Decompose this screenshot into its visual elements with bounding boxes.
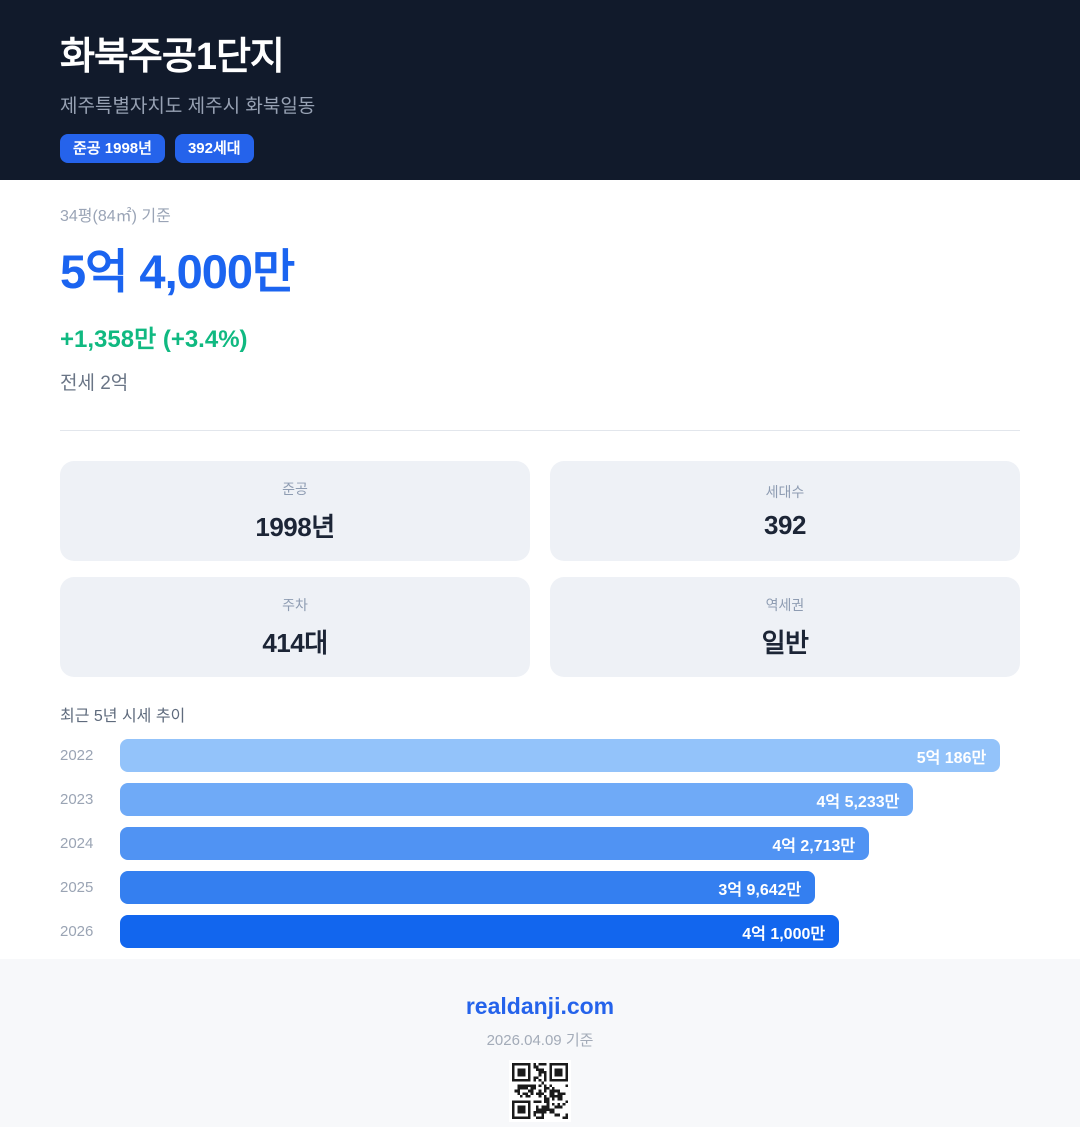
- chart-row: 2022 5억 186만: [60, 739, 1020, 772]
- price-bar: 4억 5,233만: [120, 783, 914, 816]
- stat-card-station-area: 역세권 일반: [550, 577, 1020, 677]
- complex-address: 제주특별자치도 제주시 화북일동: [60, 95, 316, 117]
- year-tick-label: 2025: [60, 879, 94, 896]
- chart-row: 2023 4억 5,233만: [60, 783, 1020, 816]
- price-bar: 3억 9,642만: [120, 871, 816, 904]
- chart-title: 최근 5년 시세 추이: [60, 708, 186, 725]
- badge-completion-year: 준공 1998년: [60, 133, 165, 163]
- badge-unit-count: 392세대: [174, 133, 254, 163]
- bar-value-label: 3억 9,642만: [718, 881, 802, 899]
- site-link[interactable]: realdanji.com: [465, 993, 615, 1019]
- stats-grid: 준공 1998년 세대수 392 주차 414대 역세권 일반: [60, 461, 1020, 677]
- year-tick-label: 2022: [60, 747, 94, 764]
- price-trend-chart: 최근 5년 시세 추이 2022 5억 186만 2023 4억 5,233만 2024…: [60, 702, 1020, 959]
- bar-track: 3억 9,642만: [120, 871, 1020, 904]
- stat-label: 역세권: [765, 596, 805, 613]
- price-bar: 4억 2,713만: [120, 827, 870, 860]
- chart-row: 2024 4억 2,713만: [60, 827, 1020, 860]
- price-bar: 4억 1,000만: [120, 915, 840, 948]
- qr-code-icon: [509, 1060, 571, 1122]
- price-value: 5억 4,000만: [60, 245, 295, 298]
- badge-row: 준공 1998년 392세대: [60, 133, 1020, 163]
- divider: [60, 430, 1020, 431]
- stat-value: 392: [764, 509, 806, 540]
- date-stamp: 2026.04.09 기준: [486, 1032, 594, 1049]
- year-tick-label: 2024: [60, 835, 94, 852]
- stat-card-units: 세대수 392: [550, 461, 1020, 561]
- stat-value: 1998년: [255, 511, 335, 542]
- stat-value: 414대: [262, 627, 328, 658]
- jeonse-price: 전세 2억: [60, 373, 129, 394]
- price-basis: 34평(84㎡) 기준: [60, 208, 171, 225]
- stat-card-completion: 준공 1998년: [60, 461, 530, 561]
- stat-label: 준공: [282, 480, 308, 497]
- price-section: 34평(84㎡) 기준 5억 4,000만 +1,358만 (+3.4%) 전세…: [0, 180, 1080, 395]
- stat-label: 주차: [282, 596, 308, 613]
- stat-value: 일반: [761, 627, 809, 658]
- complex-name: 화북주공1단지: [60, 36, 285, 78]
- price-change: +1,358만 (+3.4%): [60, 326, 248, 353]
- bar-track: 5억 186만: [120, 739, 1020, 772]
- footer: realdanji.com 2026.04.09 기준: [0, 959, 1080, 1127]
- year-tick-label: 2026: [60, 923, 94, 940]
- bar-value-label: 5억 186만: [916, 749, 987, 767]
- bar-value-label: 4억 5,233만: [816, 793, 900, 811]
- year-tick-label: 2023: [60, 791, 94, 808]
- chart-row: 2025 3억 9,642만: [60, 871, 1020, 904]
- bar-value-label: 4억 1,000만: [742, 925, 826, 943]
- chart-row: 2026 4억 1,000만: [60, 915, 1020, 948]
- bar-track: 4억 2,713만: [120, 827, 1020, 860]
- header: 화북주공1단지 제주특별자치도 제주시 화북일동 준공 1998년 392세대: [0, 0, 1080, 180]
- chart-rows: 2022 5억 186만 2023 4억 5,233만 2024 4억 2,713만 202…: [60, 739, 1020, 948]
- bar-track: 4억 5,233만: [120, 783, 1020, 816]
- bar-value-label: 4억 2,713만: [772, 837, 856, 855]
- stat-label: 세대수: [765, 483, 805, 500]
- price-bar: 5억 186만: [120, 739, 1001, 772]
- stat-card-parking: 주차 414대: [60, 577, 530, 677]
- bar-track: 4억 1,000만: [120, 915, 1020, 948]
